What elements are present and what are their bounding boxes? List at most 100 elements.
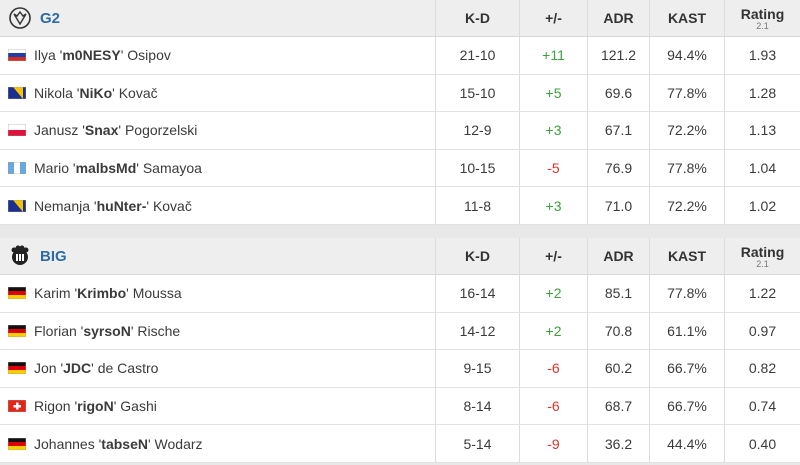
stat-cell: 0.97 bbox=[725, 313, 800, 350]
flag bbox=[8, 86, 26, 99]
nickname: huNter- bbox=[96, 197, 147, 214]
column-header: ADR bbox=[588, 0, 650, 36]
stat-kast: 61.1% bbox=[667, 322, 707, 339]
stat-cell: 1.93 bbox=[725, 37, 800, 74]
first-name: Nemanja ' bbox=[34, 197, 97, 214]
stat-cell: 85.1 bbox=[588, 275, 650, 312]
rating-version: 2.1 bbox=[756, 258, 769, 269]
nickname: NiKo bbox=[79, 84, 113, 101]
rating-version: 2.1 bbox=[756, 20, 769, 31]
stat-adr: 36.2 bbox=[604, 435, 633, 452]
column-label: KAST bbox=[667, 248, 707, 264]
stat-kast: 66.7% bbox=[667, 360, 707, 377]
stat-kast: 77.8% bbox=[667, 84, 707, 101]
first-name: Johannes ' bbox=[34, 435, 102, 452]
player-cell: Ilya 'm0NESY' Osipov bbox=[0, 37, 436, 74]
stat-kast: 44.4% bbox=[667, 435, 707, 452]
first-name: Karim ' bbox=[34, 285, 78, 302]
stat-kd: 14-12 bbox=[459, 322, 496, 339]
stat-rating: 0.74 bbox=[748, 398, 777, 415]
player-row: Nikola 'NiKo' Kovač 15-10 +5 69.6 77.8% 1.28 bbox=[0, 74, 800, 113]
player-cell: Janusz 'Snax' Pogorzelski bbox=[0, 112, 436, 149]
stat-cell: 9-15 bbox=[436, 350, 520, 387]
flag bbox=[8, 124, 26, 137]
stat-adr: 68.7 bbox=[604, 398, 633, 415]
column-label: ADR bbox=[603, 248, 634, 264]
last-name: ' Osipov bbox=[120, 47, 171, 64]
stat-kast: 72.2% bbox=[667, 122, 707, 139]
column-label: KAST bbox=[667, 10, 707, 26]
player-row: Rigon 'rigoN' Gashi 8-14 -6 68.7 66.7% 0.74 bbox=[0, 387, 800, 426]
stat-cell: 121.2 bbox=[588, 37, 650, 74]
last-name: ' Kovač bbox=[112, 84, 158, 101]
column-header: KAST bbox=[650, 0, 725, 36]
stat-diff: +2 bbox=[545, 285, 562, 302]
stat-cell: 8-14 bbox=[436, 387, 520, 425]
last-name: ' de Castro bbox=[91, 360, 159, 377]
nickname: syrsoN bbox=[83, 322, 131, 339]
team-cell: BIG bbox=[0, 238, 436, 274]
stat-cell: +3 bbox=[520, 112, 588, 149]
stat-rating: 1.13 bbox=[748, 122, 777, 139]
stat-kast: 77.8% bbox=[667, 285, 707, 302]
team-cell: G2 bbox=[0, 0, 436, 36]
flag bbox=[8, 437, 26, 450]
column-label: +/- bbox=[545, 10, 562, 26]
stat-cell: 44.4% bbox=[650, 425, 725, 462]
last-name: ' Wodarz bbox=[147, 435, 203, 452]
stat-kast: 94.4% bbox=[667, 47, 707, 64]
player-name: Florian 'syrsoN' Rische bbox=[34, 323, 180, 339]
player-cell: Johannes 'tabseN' Wodarz bbox=[0, 425, 436, 462]
stat-cell: 21-10 bbox=[436, 37, 520, 74]
stat-cell: 1.13 bbox=[725, 112, 800, 149]
nickname: m0NESY bbox=[62, 47, 121, 64]
last-name: ' Samayoa bbox=[136, 160, 202, 177]
stat-cell: -6 bbox=[520, 387, 588, 425]
stat-cell: 69.6 bbox=[588, 74, 650, 112]
column-label: K-D bbox=[465, 248, 490, 264]
first-name: Mario ' bbox=[34, 160, 76, 177]
last-name: ' Gashi bbox=[113, 398, 157, 415]
flag bbox=[8, 362, 26, 375]
player-row: Johannes 'tabseN' Wodarz 5-14 -9 36.2 44.4% 0… bbox=[0, 425, 800, 463]
column-label: Rating bbox=[740, 243, 785, 260]
stat-adr: 76.9 bbox=[604, 160, 633, 177]
player-row: Karim 'Krimbo' Moussa 16-14 +2 85.1 77.8% 1.2… bbox=[0, 275, 800, 313]
first-name: Janusz ' bbox=[34, 122, 85, 139]
stat-cell: +2 bbox=[520, 312, 588, 350]
stat-diff: -9 bbox=[547, 435, 560, 452]
stat-diff: +3 bbox=[545, 197, 562, 214]
stat-diff: -6 bbox=[547, 398, 560, 415]
stat-kd: 15-10 bbox=[459, 84, 496, 101]
player-cell: Nemanja 'huNter-' Kovač bbox=[0, 187, 436, 224]
team-logo bbox=[9, 7, 31, 29]
player-cell: Jon 'JDC' de Castro bbox=[0, 350, 436, 387]
player-row: Florian 'syrsoN' Rische 14-12 +2 70.8 61.1% 0… bbox=[0, 312, 800, 351]
column-header: KAST bbox=[650, 238, 725, 274]
stat-cell: 0.82 bbox=[725, 350, 800, 387]
player-cell: Mario 'malbsMd' Samayoa bbox=[0, 149, 436, 187]
player-row: Jon 'JDC' de Castro 9-15 -6 60.2 66.7% 0.82 bbox=[0, 350, 800, 388]
stat-kd: 11-8 bbox=[464, 197, 491, 214]
player-name: Karim 'Krimbo' Moussa bbox=[34, 285, 182, 301]
stat-cell: 77.8% bbox=[650, 149, 725, 187]
column-label: ADR bbox=[603, 10, 634, 26]
stat-diff: +2 bbox=[545, 322, 562, 339]
flag bbox=[8, 199, 26, 212]
stat-cell: 66.7% bbox=[650, 387, 725, 425]
first-name: Nikola ' bbox=[34, 84, 80, 101]
stat-cell: +2 bbox=[520, 275, 588, 312]
stat-cell: 68.7 bbox=[588, 387, 650, 425]
player-name: Mario 'malbsMd' Samayoa bbox=[34, 160, 202, 176]
flag bbox=[8, 400, 26, 413]
stat-rating: 1.04 bbox=[748, 160, 777, 177]
stat-adr: 70.8 bbox=[604, 322, 633, 339]
nickname: Krimbo bbox=[77, 285, 127, 302]
stat-cell: +3 bbox=[520, 187, 588, 224]
last-name: ' Kovač bbox=[146, 197, 192, 214]
stat-rating: 0.82 bbox=[748, 360, 777, 377]
stat-diff: -5 bbox=[547, 160, 560, 177]
stat-cell: 77.8% bbox=[650, 275, 725, 312]
last-name: ' Rische bbox=[130, 322, 181, 339]
stat-cell: 0.74 bbox=[725, 388, 800, 425]
